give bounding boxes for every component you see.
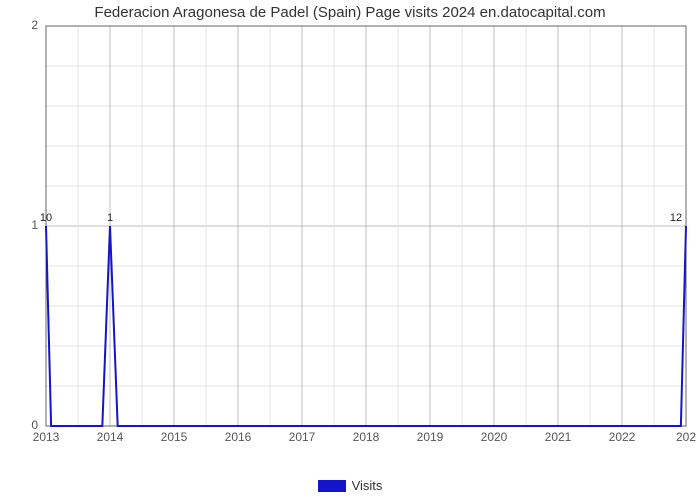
- x-tick-label: 2020: [481, 430, 508, 444]
- data-point-label: 10: [36, 212, 56, 224]
- legend-label: Visits: [352, 478, 383, 493]
- x-tick-label: 2014: [97, 430, 124, 444]
- y-tick-label: 1: [0, 218, 38, 232]
- data-point-label: 1: [100, 212, 120, 224]
- x-tick-label: 2019: [417, 430, 444, 444]
- legend: Visits: [0, 478, 700, 493]
- x-tick-label: 2016: [225, 430, 252, 444]
- y-tick-label: 2: [0, 18, 38, 32]
- data-point-label: 12: [666, 212, 686, 224]
- chart-container: Federacion Aragonesa de Padel (Spain) Pa…: [0, 0, 700, 500]
- x-tick-label: 2013: [33, 430, 60, 444]
- legend-swatch: [318, 480, 346, 492]
- x-tick-label: 2018: [353, 430, 380, 444]
- plot-area: [0, 0, 700, 500]
- x-tick-label: 2017: [289, 430, 316, 444]
- x-tick-label: 2015: [161, 430, 188, 444]
- x-tick-label: 2021: [545, 430, 572, 444]
- x-tick-label: 202: [676, 430, 696, 444]
- x-tick-label: 2022: [609, 430, 636, 444]
